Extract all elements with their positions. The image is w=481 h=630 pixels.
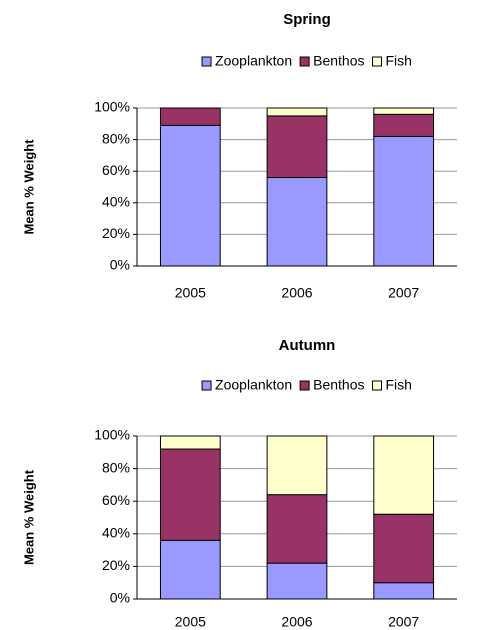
legend-label: Zooplankton: [215, 53, 292, 69]
y-tick-label: 40%: [102, 525, 130, 541]
bar-segment: [266, 177, 328, 267]
y-tick-label: 20%: [102, 557, 130, 573]
bar-segment: [266, 494, 328, 564]
bar-segment: [159, 124, 221, 267]
y-tick-label: 100%: [94, 427, 130, 443]
legend-label: Zooplankton: [215, 377, 292, 393]
y-tick-label: 0%: [110, 257, 130, 273]
y-tick-label: 80%: [102, 459, 130, 475]
legend-swatch: [201, 380, 212, 391]
x-tick-label: 2007: [388, 614, 419, 630]
bar-segment: [266, 435, 328, 496]
y-tick-label: 80%: [102, 130, 130, 146]
bar-segment: [266, 115, 328, 179]
bar-segment: [159, 448, 221, 541]
y-tick-label: 60%: [102, 492, 130, 508]
bar-segment: [373, 435, 435, 515]
legend-label: Fish: [385, 377, 411, 393]
y-axis-label: Mean % Weight: [21, 469, 36, 565]
x-tick-label: 2006: [281, 285, 312, 301]
bar-segment: [373, 113, 435, 137]
legend-swatch: [371, 56, 382, 67]
x-tick-label: 2005: [175, 614, 206, 630]
bar-segment: [373, 107, 435, 115]
bar-segment: [373, 582, 435, 600]
bar-segment: [266, 107, 328, 117]
bar-segment: [159, 435, 221, 450]
bar-segment: [373, 135, 435, 267]
x-tick-label: 2007: [388, 285, 419, 301]
legend-swatch: [299, 56, 310, 67]
chart-title: Spring: [283, 11, 331, 28]
legend-label: Benthos: [313, 53, 364, 69]
legend-swatch: [201, 56, 212, 67]
y-tick-label: 40%: [102, 194, 130, 210]
x-tick-label: 2005: [175, 285, 206, 301]
x-tick-label: 2006: [281, 614, 312, 630]
y-axis-label: Mean % Weight: [21, 139, 36, 235]
y-tick-label: 100%: [94, 99, 130, 115]
bar-segment: [373, 513, 435, 584]
legend-swatch: [371, 380, 382, 391]
legend-label: Fish: [385, 53, 411, 69]
y-tick-label: 20%: [102, 225, 130, 241]
bar-segment: [159, 107, 221, 126]
bar-segment: [159, 539, 221, 600]
legend-label: Benthos: [313, 377, 364, 393]
y-tick-label: 0%: [110, 590, 130, 606]
bar-segment: [266, 562, 328, 600]
y-tick-label: 60%: [102, 162, 130, 178]
legend-swatch: [299, 380, 310, 391]
chart-title: Autumn: [279, 337, 336, 354]
